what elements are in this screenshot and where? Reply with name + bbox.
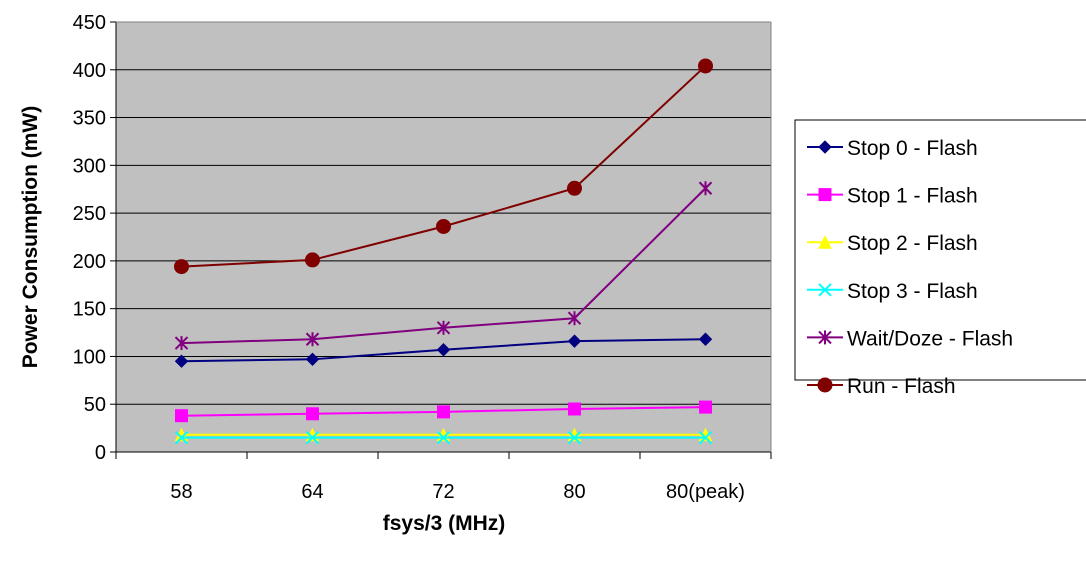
data-point — [436, 320, 451, 335]
data-point — [698, 58, 713, 74]
data-point — [306, 407, 319, 421]
data-point — [305, 430, 320, 445]
data-point — [305, 252, 320, 268]
legend-item: Wait/Doze - Flash — [807, 327, 1013, 350]
marker-stroke — [436, 430, 451, 445]
x-tick-label: 80 — [563, 481, 585, 503]
data-point — [305, 352, 320, 367]
data-point — [174, 354, 189, 368]
data-point — [175, 409, 188, 423]
legend-box — [794, 119, 1086, 381]
series-5 — [174, 58, 713, 275]
x-axis-title: fsys/3 (MHz) — [383, 512, 506, 535]
data-point — [174, 430, 189, 445]
legend-label: Stop 1 - Flash — [847, 185, 978, 208]
legend-marker — [818, 188, 832, 202]
legend: Stop 0 - Flash Stop 1 - Flash Stop 2 - Fla… — [794, 119, 1086, 398]
y-tick-label: 200 — [73, 251, 106, 273]
y-tick-label: 350 — [73, 108, 106, 130]
plot-area — [116, 22, 771, 452]
legend-marker — [818, 283, 832, 297]
legend-label: Run - Flash — [847, 375, 956, 398]
data-point — [698, 181, 713, 196]
axes — [110, 21, 772, 459]
x-tick-label: 58 — [170, 481, 192, 503]
data-point — [174, 259, 189, 275]
series-1 — [175, 400, 712, 423]
marker-stroke — [698, 430, 713, 445]
data-point — [698, 430, 713, 445]
legend-label: Stop 3 - Flash — [847, 280, 978, 303]
y-tick-labels: 0 50 100 150 200 250 300 350 400 450 — [73, 12, 106, 464]
marker-stroke — [567, 430, 582, 445]
data-point — [436, 430, 451, 445]
x-tick-label: 64 — [301, 481, 323, 503]
marker-stroke — [818, 283, 832, 297]
y-tick-label: 150 — [73, 299, 106, 321]
y-tick-label: 300 — [73, 155, 106, 177]
marker-stroke — [174, 430, 189, 445]
data-point — [698, 332, 713, 346]
legend-label: Stop 2 - Flash — [847, 232, 978, 255]
data-point — [436, 218, 451, 234]
y-tick-label: 50 — [84, 394, 106, 416]
x-tick-label: 80(peak) — [666, 481, 745, 503]
x-tick-labels: 58 64 72 80 80(peak) — [170, 481, 745, 503]
data-point — [568, 402, 581, 416]
legend-label: Wait/Doze - Flash — [847, 327, 1013, 350]
legend-marker — [818, 235, 832, 249]
legend-item: Stop 3 - Flash — [807, 280, 978, 303]
y-tick-label: 0 — [95, 442, 106, 464]
legend-item: Run - Flash — [807, 375, 956, 398]
legend-item: Stop 2 - Flash — [807, 232, 978, 255]
y-tick-label: 450 — [73, 12, 106, 34]
data-point — [567, 311, 582, 326]
data-point — [305, 332, 320, 347]
data-point — [567, 334, 582, 348]
data-point — [699, 400, 712, 414]
series-3 — [174, 430, 713, 445]
x-tick-label: 72 — [432, 481, 454, 503]
legend-marker — [818, 330, 832, 345]
data-point — [567, 430, 582, 445]
y-tick-label: 400 — [73, 60, 106, 82]
data-point — [567, 180, 582, 196]
legend-item: Stop 1 - Flash — [807, 185, 978, 208]
marker-stroke — [305, 430, 320, 445]
data-point — [436, 343, 451, 357]
y-axis-title: Power Consumption (mW) — [19, 106, 42, 368]
series-group — [174, 58, 713, 445]
legend-marker — [817, 377, 833, 393]
series-4 — [174, 181, 713, 351]
data-point — [174, 336, 189, 351]
y-tick-label: 250 — [73, 203, 106, 225]
y-tick-label: 100 — [73, 346, 106, 368]
legend-marker — [818, 140, 832, 154]
series-0 — [174, 332, 713, 368]
legend-label: Stop 0 - Flash — [847, 137, 978, 160]
legend-item: Stop 0 - Flash — [807, 137, 978, 160]
data-point — [437, 405, 450, 419]
